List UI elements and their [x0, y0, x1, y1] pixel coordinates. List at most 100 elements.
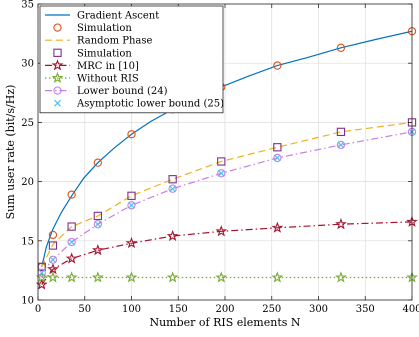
series-6 [37, 127, 417, 277]
series-layer [35, 27, 418, 290]
data-point [35, 271, 48, 283]
data-point [67, 237, 76, 247]
legend-label: MRC in [10] [77, 61, 139, 72]
legend-label: Lower bound (24) [77, 86, 168, 97]
data-point [336, 43, 346, 52]
data-point [48, 255, 58, 264]
data-point [67, 222, 76, 231]
data-point [273, 143, 282, 152]
data-point [94, 220, 102, 228]
data-point [38, 269, 46, 277]
legend-entry: Lower bound (24) [45, 86, 168, 97]
series-line [41, 30, 413, 267]
data-point [47, 271, 59, 283]
x-axis-label: Number of RIS elements N [149, 316, 300, 329]
legend-entry: Gradient Ascent [45, 11, 159, 22]
series-5 [35, 271, 418, 283]
data-point [166, 229, 179, 242]
data-point [273, 153, 282, 163]
y-tick-label: 15 [21, 236, 34, 247]
y-axis-label: Sum user rate (bit/s/Hz) [4, 85, 17, 220]
legend-entry: MRC in [10] [45, 59, 139, 72]
data-point [215, 225, 228, 237]
legend-label: Without RIS [77, 74, 139, 85]
data-point [93, 220, 102, 229]
data-point [48, 230, 58, 240]
x-tick-label: 350 [356, 304, 375, 315]
legend-entry: Without RIS [45, 71, 139, 85]
data-point [127, 130, 136, 139]
y-tick-label: 20 [21, 177, 34, 188]
data-point [48, 241, 58, 250]
y-tick-label: 35 [21, 0, 34, 11]
legend-marker [51, 71, 64, 84]
y-tick-label: 10 [21, 296, 34, 307]
x-tick-label: 0 [35, 304, 41, 315]
data-point [127, 191, 136, 200]
legend-marker [53, 48, 62, 57]
data-point [128, 201, 135, 209]
series-0 [41, 30, 413, 267]
legend-marker [53, 86, 62, 95]
data-point [91, 244, 104, 256]
data-point [166, 271, 179, 283]
legend-entry: Simulation [53, 23, 132, 34]
series-line [41, 121, 413, 268]
data-point [273, 61, 282, 70]
data-point [49, 256, 57, 264]
legend-box [39, 5, 224, 114]
data-point [65, 252, 78, 264]
x-tick-label: 200 [215, 304, 234, 315]
data-point [127, 201, 136, 210]
series-line [41, 221, 413, 285]
x-tick-label: 100 [122, 304, 141, 315]
y-tick-label: 30 [21, 59, 34, 70]
data-point [67, 190, 76, 199]
data-point [217, 169, 226, 178]
data-point [65, 271, 78, 283]
data-point [271, 271, 284, 283]
legend-label: Simulation [77, 23, 132, 34]
series-2 [41, 121, 413, 268]
data-point [335, 218, 347, 230]
data-point [335, 271, 347, 283]
x-tick-label: 250 [262, 304, 281, 315]
data-point [125, 271, 138, 283]
data-point [273, 154, 281, 162]
legend-label: Random Phase [77, 36, 153, 47]
legend-entry: Random Phase [45, 36, 153, 47]
axes: 0 50 100 150 200 250 300 350 400 10 15 20 25 30 35 Numb… [4, 0, 419, 329]
data-point [93, 211, 102, 221]
data-point [47, 263, 59, 275]
series-line [41, 131, 413, 274]
data-point [217, 169, 225, 177]
data-point [337, 141, 345, 149]
y-tick-label: 25 [21, 118, 34, 129]
x-tick-label: 300 [309, 304, 328, 315]
legend-entry: Simulation [53, 48, 132, 59]
x-tick-label: 50 [78, 304, 91, 315]
data-point [93, 158, 102, 167]
data-point [215, 271, 228, 283]
data-point [68, 238, 76, 246]
legend-entry: Asymptotic lower bound (25) [54, 99, 224, 110]
legend-marker [51, 59, 64, 71]
legend-label: Gradient Ascent [77, 11, 159, 22]
data-point [336, 140, 346, 150]
data-point [169, 185, 177, 193]
legend-label: Asymptotic lower bound (25) [76, 99, 224, 110]
legend-marker [54, 99, 61, 107]
x-tick-label: 400 [402, 304, 419, 315]
legend-label: Simulation [77, 48, 132, 59]
data-point [271, 221, 284, 233]
data-point [168, 175, 177, 184]
data-point [35, 278, 48, 290]
data-point [125, 236, 138, 249]
x-tick-label: 150 [169, 304, 188, 315]
data-point [217, 157, 226, 166]
data-point [336, 127, 346, 137]
data-point [91, 271, 104, 283]
data-point [168, 184, 177, 193]
